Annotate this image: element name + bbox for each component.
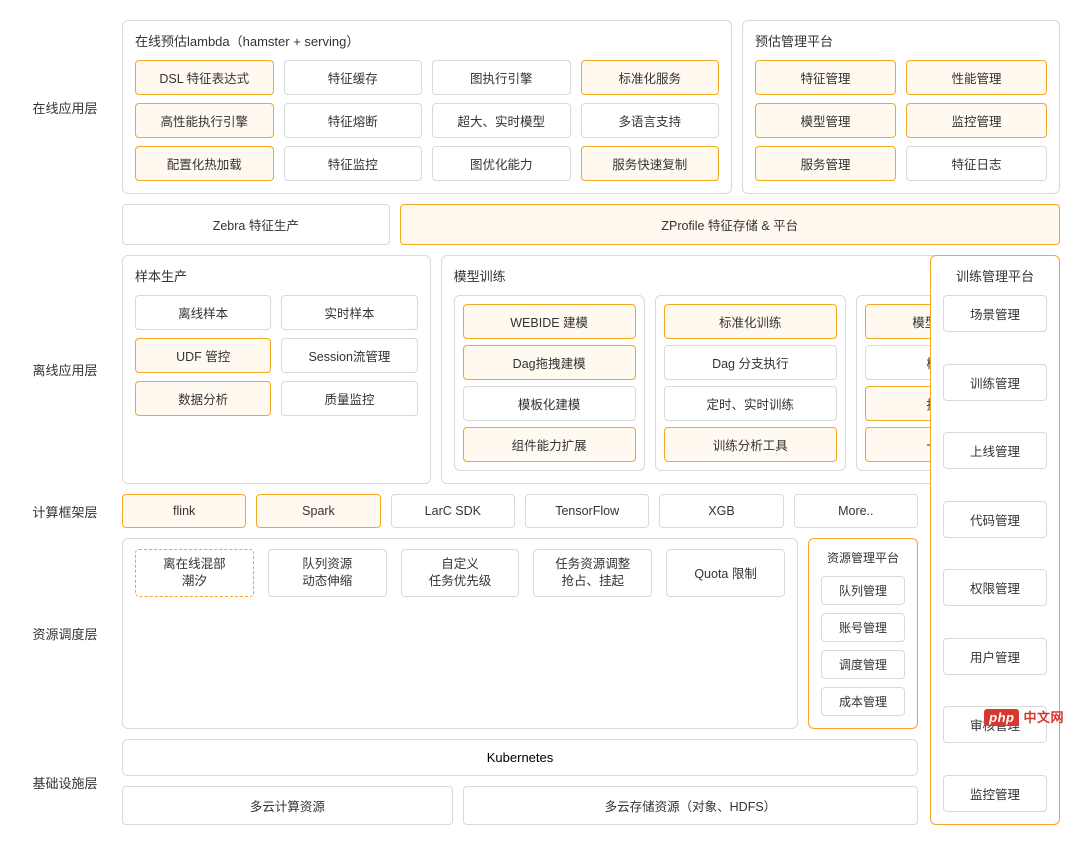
cell: 特征熔断 bbox=[284, 103, 423, 138]
cell: 场景管理 bbox=[943, 295, 1047, 332]
resource-main-panel: 离在线混部潮汐队列资源动态伸缩自定义任务优先级任务资源调整抢占、挂起 Quota … bbox=[122, 538, 798, 729]
cell: 队列管理 bbox=[821, 576, 905, 605]
lambda-panel: 在线预估lambda（hamster + serving） DSL 特征表达式高… bbox=[122, 20, 732, 194]
watermark: php中文网 bbox=[984, 707, 1064, 726]
cell: 特征监控 bbox=[284, 146, 423, 181]
resource-mgmt-title: 资源管理平台 bbox=[821, 549, 905, 566]
cell: LarC SDK bbox=[391, 494, 515, 528]
cell: 训练分析工具 bbox=[664, 427, 837, 462]
k8s-label: Kubernetes bbox=[487, 750, 554, 765]
cell: UDF 管控 bbox=[135, 338, 271, 373]
compute-row: flink Spark LarC SDK TensorFlow XGB More.. bbox=[122, 494, 1060, 528]
cloud-compute-cell: 多云计算资源 bbox=[122, 786, 453, 825]
pred-mgmt-panel: 预估管理平台 特征管理模型管理服务管理 性能管理监控管理特征日志 bbox=[742, 20, 1060, 194]
cell: XGB bbox=[659, 494, 783, 528]
infra-row: Kubernetes 多云计算资源 多云存储资源（对象、HDFS） bbox=[122, 739, 1060, 825]
cell: 任务资源调整抢占、挂起 bbox=[533, 549, 652, 597]
php-badge: php bbox=[984, 709, 1019, 726]
cell: 组件能力扩展 bbox=[463, 427, 636, 462]
cell: 定时、实时训练 bbox=[664, 386, 837, 421]
cell: 多语言支持 bbox=[581, 103, 720, 138]
train-mgmt-title: 训练管理平台 bbox=[943, 266, 1047, 285]
layer-label-infra: 基础设施层 bbox=[20, 739, 110, 825]
cell: Session流管理 bbox=[281, 338, 417, 373]
cell: 代码管理 bbox=[943, 501, 1047, 538]
cell: 数据分析 bbox=[135, 381, 271, 416]
cell: 离线样本 bbox=[135, 295, 271, 330]
layer-label-offline: 离线应用层 bbox=[20, 255, 110, 484]
offline-row: 样本生产 离线样本UDF 管控数据分析实时样本Session流管理质量监控 模型… bbox=[122, 255, 1060, 484]
cell: 训练管理 bbox=[943, 364, 1047, 401]
k8s-panel: Kubernetes bbox=[122, 739, 918, 776]
architecture-diagram: 在线应用层 在线预估lambda（hamster + serving） DSL … bbox=[20, 20, 1060, 825]
cell: 性能管理 bbox=[906, 60, 1047, 95]
cell: 高性能执行引擎 bbox=[135, 103, 274, 138]
cell: 配置化热加载 bbox=[135, 146, 274, 181]
cell: 质量监控 bbox=[281, 381, 417, 416]
cell: More.. bbox=[794, 494, 918, 528]
cell: 自定义任务优先级 bbox=[401, 549, 520, 597]
cell: 权限管理 bbox=[943, 569, 1047, 606]
cell: 特征日志 bbox=[906, 146, 1047, 181]
cell: flink bbox=[122, 494, 246, 528]
sample-title: 样本生产 bbox=[135, 266, 418, 285]
cell: 上线管理 bbox=[943, 432, 1047, 469]
cell: 调度管理 bbox=[821, 650, 905, 679]
train-mgmt-panel: 训练管理平台 场景管理训练管理上线管理代码管理权限管理用户管理审核管理监控管理 bbox=[930, 255, 1060, 825]
cell: TensorFlow bbox=[525, 494, 649, 528]
cell: DSL 特征表达式 bbox=[135, 60, 274, 95]
lambda-title: 在线预估lambda（hamster + serving） bbox=[135, 31, 719, 50]
middle-row: Zebra 特征生产 ZProfile 特征存储 & 平台 bbox=[122, 204, 1060, 245]
cell: 标准化训练 bbox=[664, 304, 837, 339]
cell: Dag 分支执行 bbox=[664, 345, 837, 380]
cell: 图优化能力 bbox=[432, 146, 571, 181]
cell: 特征管理 bbox=[755, 60, 896, 95]
cloud-storage-cell: 多云存储资源（对象、HDFS） bbox=[463, 786, 918, 825]
cell: Spark bbox=[256, 494, 380, 528]
layer-label-online: 在线应用层 bbox=[20, 20, 110, 194]
cell: 特征缓存 bbox=[284, 60, 423, 95]
pred-mgmt-title: 预估管理平台 bbox=[755, 31, 1047, 50]
cell: 离在线混部潮汐 bbox=[135, 549, 254, 597]
cell: 实时样本 bbox=[281, 295, 417, 330]
cell: 成本管理 bbox=[821, 687, 905, 716]
online-row: 在线预估lambda（hamster + serving） DSL 特征表达式高… bbox=[122, 20, 1060, 194]
cell: 服务管理 bbox=[755, 146, 896, 181]
resource-mgmt-panel: 资源管理平台 队列管理账号管理调度管理成本管理 bbox=[808, 538, 918, 729]
cell: 队列资源动态伸缩 bbox=[268, 549, 387, 597]
layer-label-compute: 计算框架层 bbox=[20, 494, 110, 528]
layer-label-resource: 资源调度层 bbox=[20, 538, 110, 729]
zprofile-cell: ZProfile 特征存储 & 平台 bbox=[400, 204, 1060, 245]
cell: 模板化建模 bbox=[463, 386, 636, 421]
resource-row: 离在线混部潮汐队列资源动态伸缩自定义任务优先级任务资源调整抢占、挂起 Quota … bbox=[122, 538, 1060, 729]
cell: 服务快速复制 bbox=[581, 146, 720, 181]
cell: Dag拖拽建模 bbox=[463, 345, 636, 380]
cell: 账号管理 bbox=[821, 613, 905, 642]
cell: 监控管理 bbox=[906, 103, 1047, 138]
cell: WEBIDE 建模 bbox=[463, 304, 636, 339]
cell: Quota 限制 bbox=[666, 549, 785, 597]
zebra-cell: Zebra 特征生产 bbox=[122, 204, 390, 245]
cell: 标准化服务 bbox=[581, 60, 720, 95]
cell: 图执行引擎 bbox=[432, 60, 571, 95]
cell: 监控管理 bbox=[943, 775, 1047, 812]
cell: 用户管理 bbox=[943, 638, 1047, 675]
cell: 超大、实时模型 bbox=[432, 103, 571, 138]
sample-panel: 样本生产 离线样本 UDF 管控数据分析 实时样本 Session流管理质量监控 bbox=[122, 255, 431, 484]
cell: 模型管理 bbox=[755, 103, 896, 138]
